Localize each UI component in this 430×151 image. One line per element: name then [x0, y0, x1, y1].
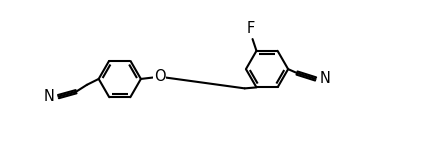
Text: N: N — [319, 71, 330, 86]
Text: O: O — [154, 69, 166, 84]
Text: N: N — [43, 89, 55, 104]
Text: F: F — [246, 21, 255, 36]
